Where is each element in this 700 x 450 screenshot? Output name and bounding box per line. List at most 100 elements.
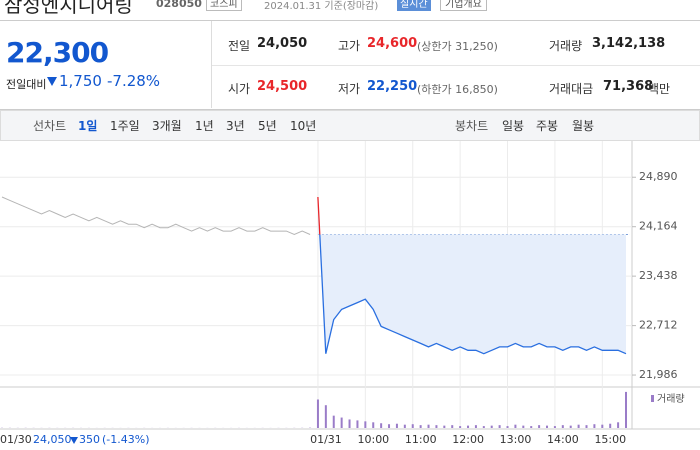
market-badge: 코스피	[206, 0, 242, 11]
tab[interactable]: 3년	[226, 119, 245, 133]
tab-label: 봉차트	[455, 119, 489, 133]
volume-bar	[403, 424, 406, 428]
volume-bar	[585, 425, 588, 428]
volume-bar	[577, 424, 580, 428]
change: 1,750	[59, 72, 102, 90]
volume-bar	[625, 391, 627, 428]
stat-value: 24,050	[257, 36, 308, 51]
price-line	[319, 234, 627, 355]
quote-box	[0, 20, 700, 110]
x-tick-label: 11:00	[405, 433, 437, 446]
volume-bar	[530, 426, 533, 428]
footer-price: 24,050	[33, 433, 72, 446]
volume-bar	[348, 419, 351, 428]
date: 2024.01.31 기준(장마감)	[264, 1, 379, 12]
footer-change: 350	[79, 433, 100, 446]
volume-bar	[316, 399, 319, 428]
volume-bar	[356, 420, 359, 428]
volume-bar	[609, 423, 612, 428]
current-price: 22,300	[6, 36, 109, 69]
divider	[211, 21, 212, 108]
volume-bar	[1, 427, 3, 428]
volume-bar	[490, 425, 493, 428]
volume-bar	[372, 422, 375, 428]
volume-bar	[411, 424, 414, 428]
x-tick-label: 12:00	[452, 433, 484, 446]
volume-bar	[546, 425, 549, 428]
volume-bar	[569, 425, 572, 428]
volume-bar	[482, 426, 485, 428]
volume-bar	[561, 425, 564, 428]
volume-bar	[522, 425, 525, 428]
volume-bar	[388, 424, 391, 428]
stat-value: 3,142,138	[592, 36, 666, 51]
stat-unit: 백만	[648, 82, 671, 96]
volume-bar	[443, 425, 446, 428]
tab[interactable]: 1주일	[110, 119, 140, 133]
tab[interactable]: 1년	[195, 119, 214, 133]
stat-sub: (상한가 31,250)	[417, 40, 498, 53]
stat-value: 24,600	[367, 36, 418, 51]
y-tick-label: 21,986	[639, 368, 678, 381]
stock-code: 028050	[156, 0, 202, 10]
x-tick-label: 13:00	[500, 433, 532, 446]
area	[317, 197, 626, 354]
volume-bar	[593, 424, 596, 428]
down-arrow	[47, 77, 57, 86]
tab[interactable]: 월봉	[572, 119, 595, 133]
stat-value: 24,500	[257, 79, 308, 94]
down-arrow	[70, 437, 78, 444]
tab[interactable]: 3개월	[152, 119, 182, 133]
footer-pct: (-1.43%)	[102, 433, 150, 446]
stat-value: 22,250	[367, 79, 418, 94]
stat-sub: (하한가 16,850)	[417, 83, 498, 96]
tab[interactable]: 일봉	[502, 119, 525, 133]
volume-bar	[395, 423, 398, 428]
tab-label: 선차트	[33, 119, 67, 133]
stat-value: 71,368	[603, 79, 654, 94]
stat-label: 거래량	[549, 39, 583, 53]
realtime-button[interactable]: 실시간	[397, 0, 431, 11]
stock-name: 삼성엔지니어링	[4, 0, 133, 17]
x-tick-label: 01/31	[310, 433, 342, 446]
x-tick-label: 01/30	[0, 433, 32, 446]
prev-line	[1, 196, 311, 236]
volume-bar	[601, 424, 604, 428]
volume-label: 거래량	[657, 393, 685, 405]
stat-label: 거래대금	[549, 82, 594, 96]
volume-legend-swatch	[651, 395, 654, 402]
y-tick-label: 24,164	[639, 220, 678, 233]
y-tick-label: 24,890	[639, 170, 678, 183]
volume-bar	[617, 422, 620, 428]
tab[interactable]: 1일	[78, 119, 98, 133]
volume-bar	[309, 427, 312, 428]
volume-bar	[340, 417, 343, 428]
y-tick-label: 23,438	[639, 269, 678, 282]
volume-bar	[538, 425, 541, 428]
volume-bar	[435, 425, 438, 428]
volume-bar	[364, 421, 367, 428]
stat-label: 전일	[228, 39, 251, 53]
volume-bar	[459, 426, 462, 428]
volume-bar	[506, 426, 509, 428]
volume-bar	[332, 415, 335, 428]
change-label: 전일대비	[6, 78, 47, 91]
tab[interactable]: 주봉	[536, 119, 559, 133]
volume-bar	[419, 425, 422, 428]
volume-bar	[451, 425, 454, 428]
volume-bar	[514, 424, 517, 428]
x-tick-label: 14:00	[547, 433, 579, 446]
y-tick-label: 22,712	[639, 319, 678, 332]
change-pct: -7.28%	[107, 72, 161, 90]
overview-button[interactable]: 기업개요	[440, 0, 487, 11]
volume-bar	[324, 405, 327, 428]
tab[interactable]: 10년	[290, 119, 317, 133]
stat-label: 고가	[338, 39, 361, 53]
x-tick-label: 10:00	[357, 433, 389, 446]
stat-label: 시가	[228, 82, 251, 96]
volume-bar	[474, 425, 477, 428]
volume-bar	[467, 425, 470, 428]
tab[interactable]: 5년	[258, 119, 277, 133]
